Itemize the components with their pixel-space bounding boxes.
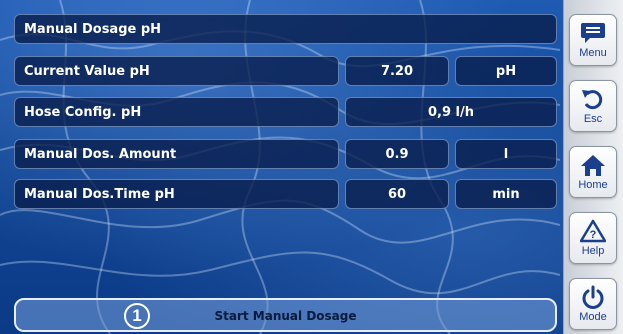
- current-value-field[interactable]: 7.20: [345, 56, 449, 86]
- step-number-badge: 1: [124, 303, 150, 329]
- menu-button[interactable]: Menu: [569, 14, 617, 66]
- home-button[interactable]: Home: [569, 146, 617, 198]
- dos-time-field[interactable]: 60: [345, 179, 449, 209]
- row-label: Current Value pH: [24, 63, 150, 79]
- unit-label: l: [503, 146, 509, 162]
- menu-icon: [579, 21, 607, 45]
- unit-label: pH: [495, 63, 517, 79]
- help-label: Help: [581, 245, 605, 257]
- current-value: 7.20: [380, 63, 414, 79]
- start-manual-dosage-button[interactable]: 1 Start Manual Dosage: [14, 298, 557, 332]
- row-label: Manual Dos. Amount: [24, 146, 177, 162]
- dos-amount-unit: l: [455, 139, 557, 169]
- row-hose-config-label: Hose Config. pH: [14, 97, 339, 127]
- hose-config-value: 0,9 l/h: [427, 104, 474, 120]
- dos-amount-value: 0.9: [385, 146, 409, 162]
- row-label: Hose Config. pH: [24, 104, 142, 120]
- help-button[interactable]: ? Help: [569, 212, 617, 264]
- row-dos-time-label: Manual Dos.Time pH: [14, 179, 339, 209]
- dos-time-unit: min: [455, 179, 557, 209]
- page-title: Manual Dosage pH: [24, 21, 162, 37]
- start-manual-dosage-label: Start Manual Dosage: [214, 309, 357, 323]
- svg-text:?: ?: [590, 229, 597, 241]
- home-icon: [579, 153, 607, 177]
- row-dos-amount-label: Manual Dos. Amount: [14, 139, 339, 169]
- unit-label: min: [492, 186, 520, 202]
- hose-config-field[interactable]: 0,9 l/h: [345, 97, 557, 127]
- current-value-unit: pH: [455, 56, 557, 86]
- esc-button[interactable]: Esc: [569, 80, 617, 132]
- menu-label: Menu: [579, 47, 607, 59]
- esc-label: Esc: [583, 113, 603, 125]
- power-icon: [579, 285, 607, 309]
- page-title-bar: Manual Dosage pH: [14, 14, 557, 44]
- undo-icon: [579, 87, 607, 111]
- mode-label: Mode: [579, 311, 607, 323]
- mode-button[interactable]: Mode: [569, 278, 617, 330]
- dos-time-value: 60: [387, 186, 407, 202]
- row-current-value-label: Current Value pH: [14, 56, 339, 86]
- help-warning-icon: ?: [579, 219, 607, 243]
- home-label: Home: [578, 179, 608, 191]
- row-label: Manual Dos.Time pH: [24, 186, 175, 202]
- dos-amount-field[interactable]: 0.9: [345, 139, 449, 169]
